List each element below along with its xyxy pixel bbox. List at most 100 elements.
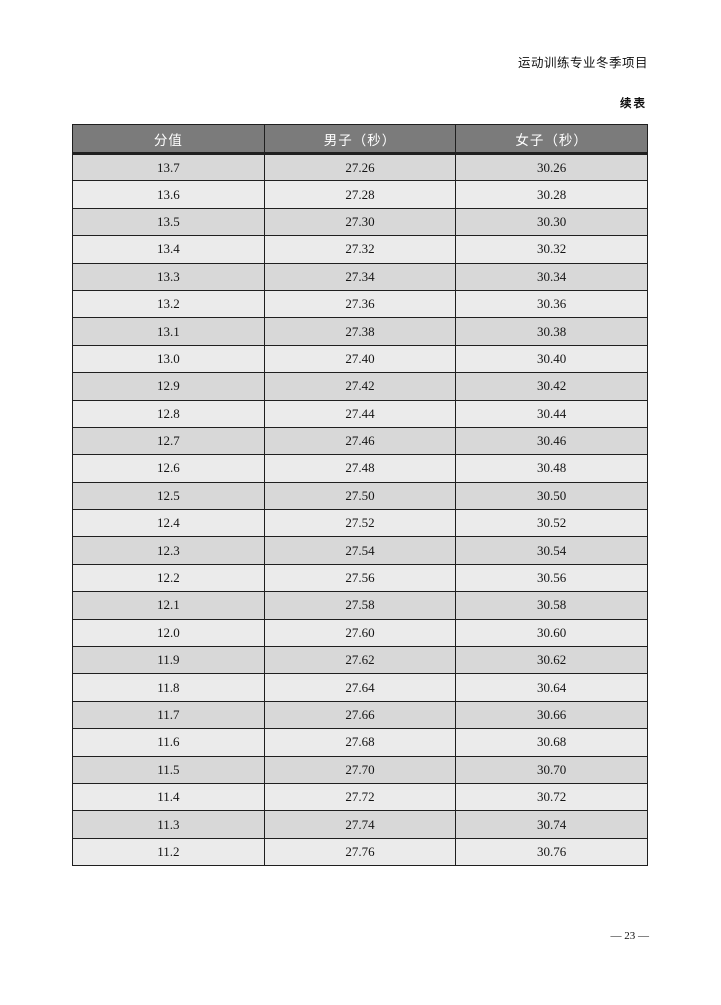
table-cell: 13.1 [72, 317, 265, 346]
table-cell: 27.34 [263, 262, 457, 291]
table-row: 12.5 27.50 30.50 [72, 481, 648, 511]
running-header: 运动训练专业冬季项目 [517, 56, 648, 70]
table-cell: 27.68 [263, 728, 457, 757]
table-body: 13.7 27.26 30.26 13.6 27.28 30.28 13.5 27.30 30.… [72, 152, 648, 867]
table-cell: 27.62 [263, 646, 457, 675]
table-row: 13.5 27.30 30.30 [72, 207, 648, 237]
table-cell: 30.64 [455, 673, 648, 702]
col-header-score: 分值 [72, 124, 265, 155]
table-row: 12.3 27.54 30.54 [72, 536, 648, 565]
table-row: 13.4 27.32 30.32 [72, 235, 648, 264]
table-row: 12.0 27.60 30.60 [72, 618, 648, 648]
table-row: 13.7 27.26 30.26 [72, 152, 648, 182]
table-cell: 27.58 [263, 591, 457, 620]
table-cell: 12.5 [72, 481, 265, 511]
table-cell: 27.66 [263, 700, 457, 730]
table-cell: 12.2 [72, 563, 265, 593]
table-row: 13.6 27.28 30.28 [72, 180, 648, 209]
table-cell: 30.68 [455, 728, 648, 757]
table-cell: 12.4 [72, 509, 265, 538]
table-cell: 27.60 [263, 618, 457, 648]
table-cell: 30.62 [455, 646, 648, 675]
table-cell: 30.72 [455, 782, 648, 812]
col-header-women-seconds: 女子（秒） [455, 124, 648, 155]
table-cell: 11.9 [72, 646, 265, 675]
table-row: 13.0 27.40 30.40 [72, 344, 648, 374]
table-cell: 27.48 [263, 454, 457, 483]
table-cell: 27.32 [263, 235, 457, 264]
table-row: 12.6 27.48 30.48 [72, 454, 648, 483]
table-cell: 12.8 [72, 399, 265, 428]
table-cell: 30.42 [455, 372, 648, 401]
table-row: 12.8 27.44 30.44 [72, 399, 648, 428]
table-cell: 30.74 [455, 810, 648, 839]
table-cell: 13.6 [72, 180, 265, 209]
table-cell: 30.40 [455, 344, 648, 374]
table-cell: 12.9 [72, 372, 265, 401]
table-cell: 30.32 [455, 235, 648, 264]
table-cell: 12.3 [72, 536, 265, 565]
table-cell: 27.70 [263, 755, 457, 784]
table-cell: 27.46 [263, 426, 457, 456]
table-cell: 30.28 [455, 180, 648, 209]
table-cell: 13.5 [72, 207, 265, 237]
table-cell: 11.5 [72, 755, 265, 784]
col-header-men-seconds: 男子（秒） [263, 124, 457, 155]
table-row: 13.3 27.34 30.34 [72, 262, 648, 291]
table-row: 12.4 27.52 30.52 [72, 509, 648, 538]
table-cell: 27.40 [263, 344, 457, 374]
table-cell: 11.3 [72, 810, 265, 839]
table-cell: 11.6 [72, 728, 265, 757]
table-cell: 27.52 [263, 509, 457, 538]
table-row: 11.3 27.74 30.74 [72, 810, 648, 839]
table-cell: 13.3 [72, 262, 265, 291]
table-cell: 27.42 [263, 372, 457, 401]
table-cell: 13.2 [72, 289, 265, 319]
table-cell: 27.28 [263, 180, 457, 209]
table-row: 11.9 27.62 30.62 [72, 646, 648, 675]
table-cell: 27.54 [263, 536, 457, 565]
table-cell: 11.4 [72, 782, 265, 812]
table-row: 11.5 27.70 30.70 [72, 755, 648, 784]
table-cell: 30.26 [455, 152, 648, 182]
table-cell: 27.64 [263, 673, 457, 702]
table-cell: 11.8 [72, 673, 265, 702]
table-cell: 27.56 [263, 563, 457, 593]
table-row: 11.6 27.68 30.68 [72, 728, 648, 757]
table-row: 12.9 27.42 30.42 [72, 372, 648, 401]
table-cell: 30.44 [455, 399, 648, 428]
table-cell: 27.72 [263, 782, 457, 812]
table-cell: 30.54 [455, 536, 648, 565]
table-cell: 27.36 [263, 289, 457, 319]
table-cell: 27.44 [263, 399, 457, 428]
table-cell: 30.46 [455, 426, 648, 456]
table-row: 12.2 27.56 30.56 [72, 563, 648, 593]
table-cell: 30.52 [455, 509, 648, 538]
table-cell: 30.56 [455, 563, 648, 593]
table-row: 13.1 27.38 30.38 [72, 317, 648, 346]
table-row: 11.4 27.72 30.72 [72, 782, 648, 812]
table-cell: 27.76 [263, 837, 457, 867]
table-row: 11.7 27.66 30.66 [72, 700, 648, 730]
score-table: 分值 男子（秒） 女子（秒） 13.7 27.26 30.26 13.6 27.28 30… [72, 124, 648, 867]
table-cell: 13.7 [72, 152, 265, 182]
table-cell: 13.4 [72, 235, 265, 264]
table-cell: 30.36 [455, 289, 648, 319]
table-cell: 13.0 [72, 344, 265, 374]
table-cell: 30.66 [455, 700, 648, 730]
table-cell: 30.50 [455, 481, 648, 511]
table-cell: 30.34 [455, 262, 648, 291]
table-cell: 12.0 [72, 618, 265, 648]
table-cell: 12.7 [72, 426, 265, 456]
table-cell: 12.6 [72, 454, 265, 483]
table-cell: 30.48 [455, 454, 648, 483]
table-row: 12.7 27.46 30.46 [72, 426, 648, 456]
table-row: 11.8 27.64 30.64 [72, 673, 648, 702]
continuation-label: 续表 [620, 98, 647, 110]
table-row: 11.2 27.76 30.76 [72, 837, 648, 867]
table-cell: 27.50 [263, 481, 457, 511]
table-cell: 27.74 [263, 810, 457, 839]
table-cell: 30.38 [455, 317, 648, 346]
table-row: 12.1 27.58 30.58 [72, 591, 648, 620]
